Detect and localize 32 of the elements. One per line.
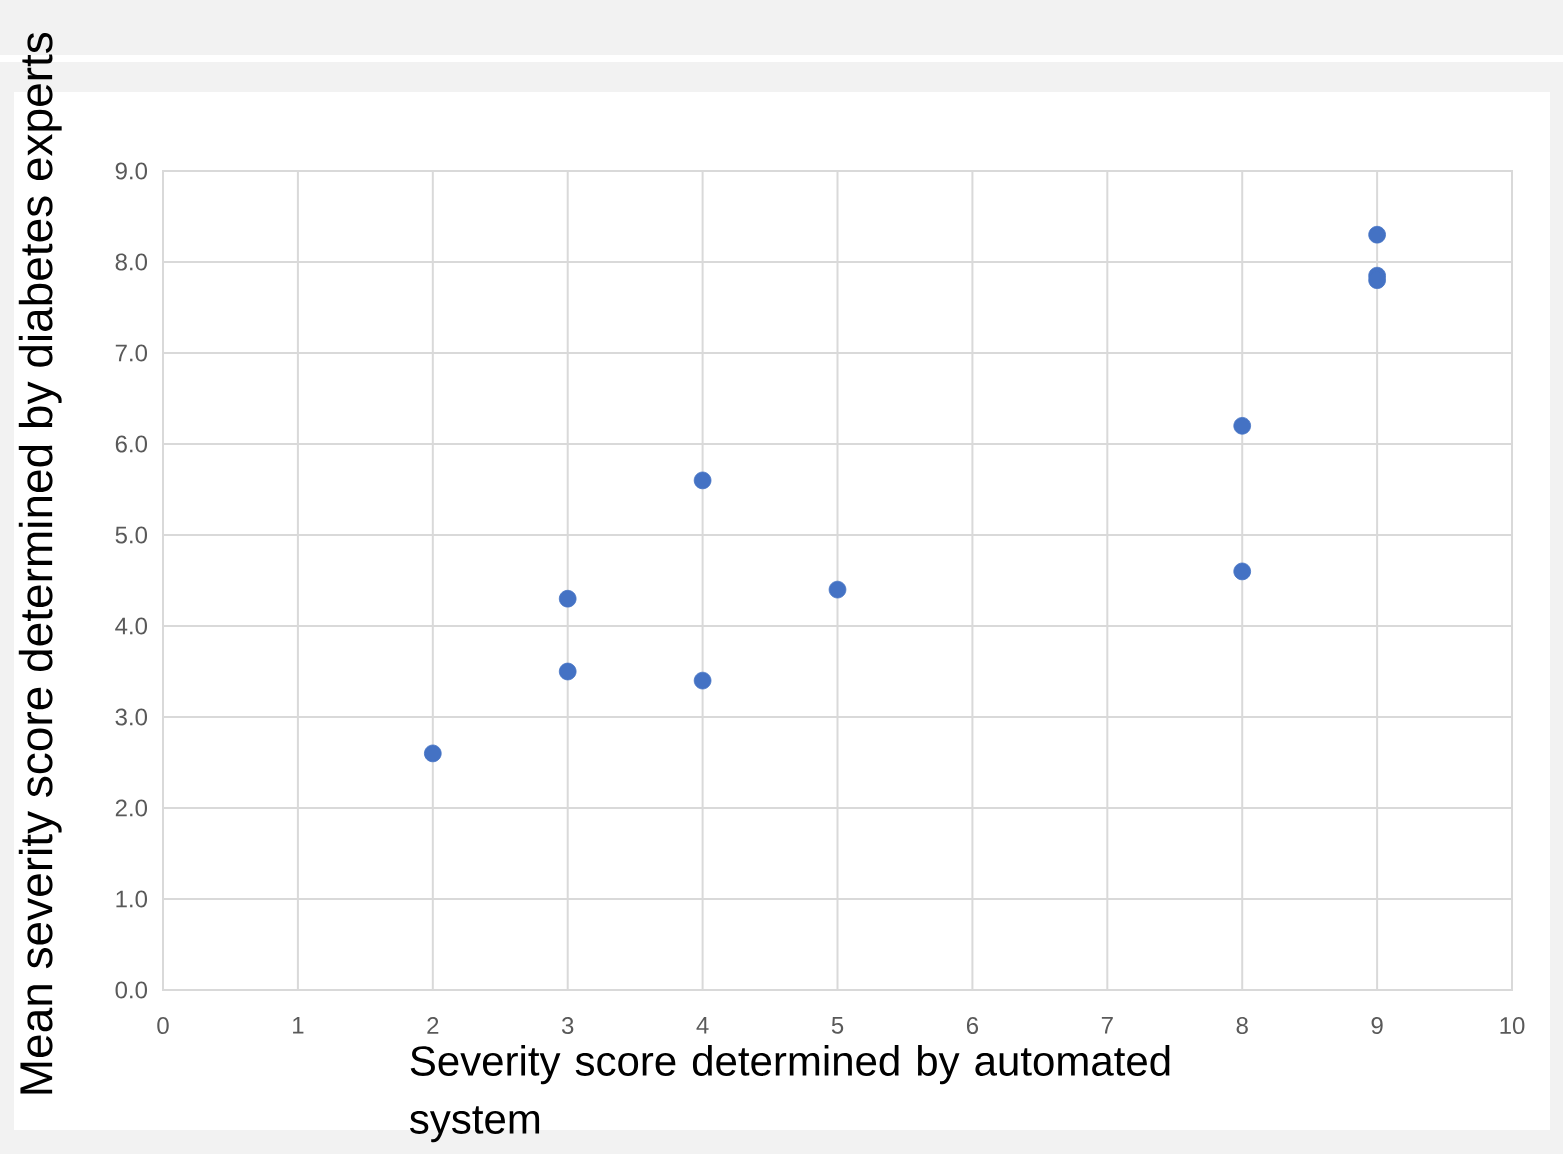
y-tick-label: 9.0 [115,162,148,180]
y-tick-label: 3.0 [115,708,148,726]
y-tick-label: 8.0 [115,253,148,271]
point [1233,417,1252,435]
x-tick-label: 4 [696,1017,709,1034]
x-tick-label: 6 [966,1017,979,1035]
point [558,589,577,608]
point [693,471,712,490]
y-tick-label: 1.0 [116,890,148,908]
point [1233,562,1252,581]
y-tick-label: 2.0 [115,799,148,817]
y-tick-label: 0.0 [115,981,148,999]
x-tick-label: 2 [427,1017,439,1034]
point [558,662,577,681]
y-tick-label: 5.0 [115,526,148,544]
x-tick-label: 3 [561,1017,574,1035]
point [424,744,442,763]
x-tick-label: 9 [1371,1017,1383,1035]
point [828,580,847,599]
point [1368,225,1386,244]
x-tick-label: 5 [831,1017,844,1034]
x-tick-label: 0 [157,1017,169,1035]
y-tick-label: 4.0 [115,617,148,635]
x-tick-label: 8 [1236,1017,1248,1035]
x-axis-title: Severity score determined by automated system [409,1045,1170,1143]
x-tick-label: 7 [1101,1017,1113,1034]
y-tick-label: 7.0 [115,344,148,362]
y-axis-title: Mean severity score determined by diabetes experts [18,32,62,1094]
y-tick-label: 6.0 [115,435,148,453]
x-tick-label: 10 [1500,1017,1525,1035]
point [693,671,712,690]
x-tick-label: 1 [293,1017,304,1034]
